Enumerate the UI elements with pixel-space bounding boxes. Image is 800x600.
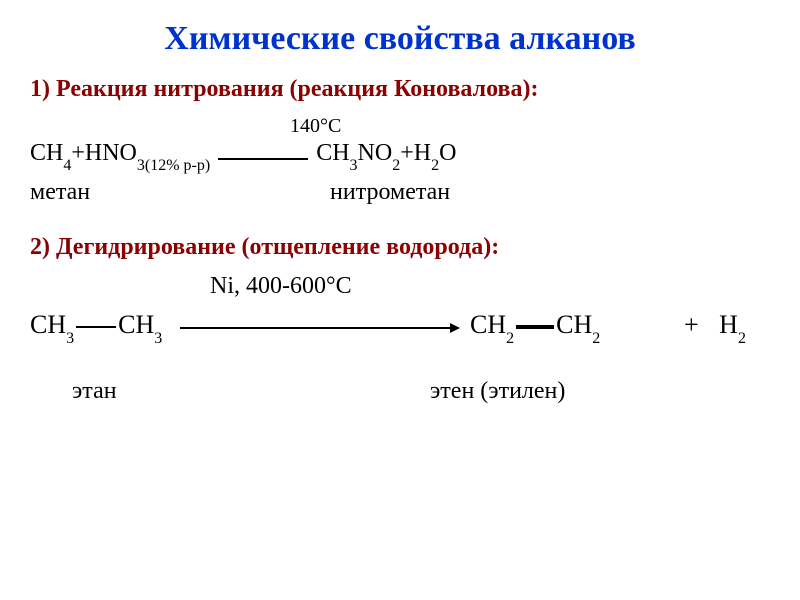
ethane-ch3-1: CH [30, 310, 66, 339]
product-h2o: H2O [414, 140, 457, 171]
ch4-sub: 4 [63, 157, 71, 174]
section1-text: Реакция нитрования (реакция Коновалова): [56, 76, 538, 102]
ethene-ch2-1: CH [470, 310, 506, 339]
reaction2-arrow [180, 318, 460, 338]
ch3-text: CH [316, 140, 349, 166]
section1-number: 1) [30, 76, 56, 102]
ethane-ch3-2: CH [118, 310, 154, 339]
ch3-sub: 3 [350, 157, 358, 174]
methane-label: метан [30, 179, 330, 206]
ethene-label: этен (этилен) [330, 378, 565, 405]
catalyst-label: Ni, 400-600°С [210, 273, 770, 300]
hno3-text: HNO [85, 140, 137, 166]
ethene-ch2-2: CH [556, 310, 592, 339]
h2o-h: H [414, 140, 431, 166]
no2-text: NO [358, 140, 393, 166]
reactant-ch4: СН4 [30, 140, 71, 171]
page-title: Химические свойства алканов [30, 20, 770, 58]
ch4-text: СН [30, 140, 63, 166]
nitromethane-label: нитрометан [330, 179, 450, 206]
reaction2-labels: этан этен (этилен) [30, 378, 770, 405]
section2-text: Дегидрирование (отщепление водорода): [56, 234, 499, 260]
section2-number: 2) [30, 234, 56, 260]
h2-sub: 2 [738, 330, 746, 347]
ethane-label: этан [30, 378, 330, 405]
ethene-sub1: 2 [506, 330, 514, 347]
double-bond [516, 325, 554, 329]
product-ethene: CH2CH2 [470, 310, 600, 344]
product-ch3no2: CH3NO2 [316, 140, 400, 171]
h2o-sub: 2 [431, 157, 439, 174]
section1-title: 1) Реакция нитрования (реакция Коновалов… [30, 76, 770, 103]
reaction1-labels: метан нитрометан [30, 179, 770, 206]
plus1: + [71, 140, 85, 167]
reaction2-equation: CH3CH3 CH2CH2 + H2 [30, 300, 770, 370]
hno3-sub: 3(12% р-р) [137, 157, 210, 174]
product-h2: + H2 [670, 310, 746, 344]
ethene-sub2: 2 [592, 330, 600, 347]
reaction1-equation: СН4 + HNO3(12% р-р) CH3NO2 + H2O [30, 140, 770, 171]
ethane-sub2: 3 [154, 330, 162, 347]
h2-text: H [719, 310, 738, 339]
plus2: + [400, 140, 414, 167]
reactant-ethane: CH3CH3 [30, 310, 162, 344]
ethane-sub1: 3 [66, 330, 74, 347]
temperature-label: 140°С [290, 115, 770, 138]
section2-title: 2) Дегидрирование (отщепление водорода): [30, 234, 770, 261]
reactant-hno3: HNO3(12% р-р) [85, 140, 210, 171]
plus3: + [684, 310, 699, 339]
no2-sub: 2 [392, 157, 400, 174]
h2o-o: O [439, 140, 456, 166]
single-bond [76, 326, 116, 328]
reaction1-arrow [218, 158, 308, 160]
